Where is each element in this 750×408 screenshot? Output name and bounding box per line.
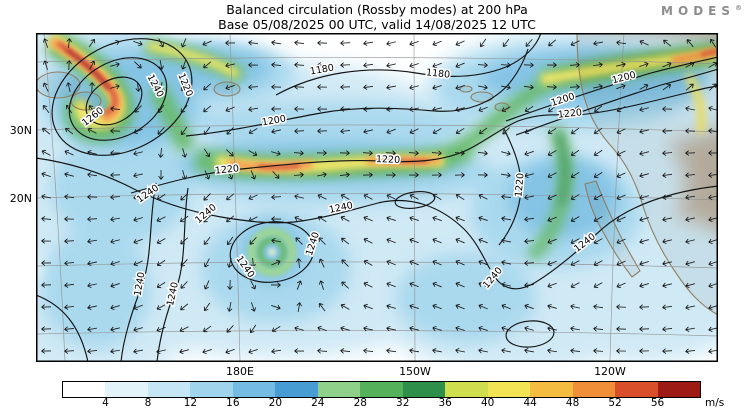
- colorbar-segment: [615, 382, 658, 397]
- colorbar-tick-label: 44: [523, 397, 537, 408]
- colorbar-segment: [105, 382, 148, 397]
- contour-label: 1220: [513, 172, 526, 197]
- colorbar: [62, 381, 701, 398]
- cyclone-rings: [247, 227, 297, 277]
- colorbar-segment: [317, 382, 361, 397]
- lon-label-120w: 120W: [594, 365, 626, 378]
- colorbar-segment: [147, 382, 191, 397]
- lat-label-30n: 30N: [9, 124, 32, 137]
- colorbar-ticks: 4 8 12 16 20 24 28 32 36 40 44 48 52 56: [63, 397, 700, 408]
- colorbar-tick-label: 12: [183, 397, 198, 408]
- contour-label: 1220: [376, 154, 401, 166]
- lon-label-180e: 180E: [226, 365, 254, 378]
- colorbar-tick-label: 28: [353, 397, 367, 408]
- colorbar-segment: [232, 382, 276, 397]
- colorbar-unit: m/s: [705, 397, 725, 408]
- colorbar-segment: [275, 382, 318, 397]
- colorbar-tick-label: 24: [311, 397, 325, 408]
- wind-speed-shading-layer: [36, 33, 718, 362]
- colorbar-segment: [657, 382, 701, 397]
- colorbar-segment: [572, 382, 616, 397]
- chart-title: Balanced circulation (Rossby modes) at 2…: [226, 2, 528, 17]
- colorbar-tick-label: 16: [226, 397, 240, 408]
- colorbar-segment: [190, 382, 233, 397]
- colorbar-tick-label: 52: [608, 397, 622, 408]
- wind-vectors-layer: [41, 38, 718, 355]
- chart-subtitle: Base 05/08/2025 00 UTC, valid 14/08/2025…: [218, 17, 536, 32]
- modes-logo: MODES®: [661, 4, 742, 18]
- colorbar-tick-label: 20: [268, 397, 283, 408]
- coastline-layer: [36, 33, 718, 316]
- colorbar-tick-label: 56: [650, 397, 665, 408]
- contour-label: 1220: [557, 107, 582, 120]
- colorbar-tick-label: 32: [396, 397, 410, 408]
- colorbar-tick-label: 48: [565, 397, 580, 408]
- colorbar-segment: [487, 382, 531, 397]
- colorbar-tick-label: 36: [438, 397, 452, 408]
- colorbar-tick-label: 8: [144, 397, 152, 408]
- colorbar-segment: [530, 382, 573, 397]
- map-frame: [36, 33, 718, 362]
- contour-label: 1220: [214, 163, 239, 176]
- colorbar-segment: [360, 382, 403, 397]
- colorbar-tick-label: 40: [480, 397, 495, 408]
- lat-label-20n: 20N: [9, 192, 32, 205]
- colorbar-segment: [63, 382, 106, 397]
- contour-label: 1180: [425, 67, 450, 80]
- contour-layer: [36, 33, 718, 362]
- colorbar-segment: [445, 382, 488, 397]
- colorbar-segment: [402, 382, 446, 397]
- lon-label-150w: 150W: [399, 365, 431, 378]
- registered-mark: ®: [735, 4, 742, 12]
- modes-logo-text: MODES: [661, 4, 735, 18]
- colorbar-tick-label: 4: [102, 397, 109, 408]
